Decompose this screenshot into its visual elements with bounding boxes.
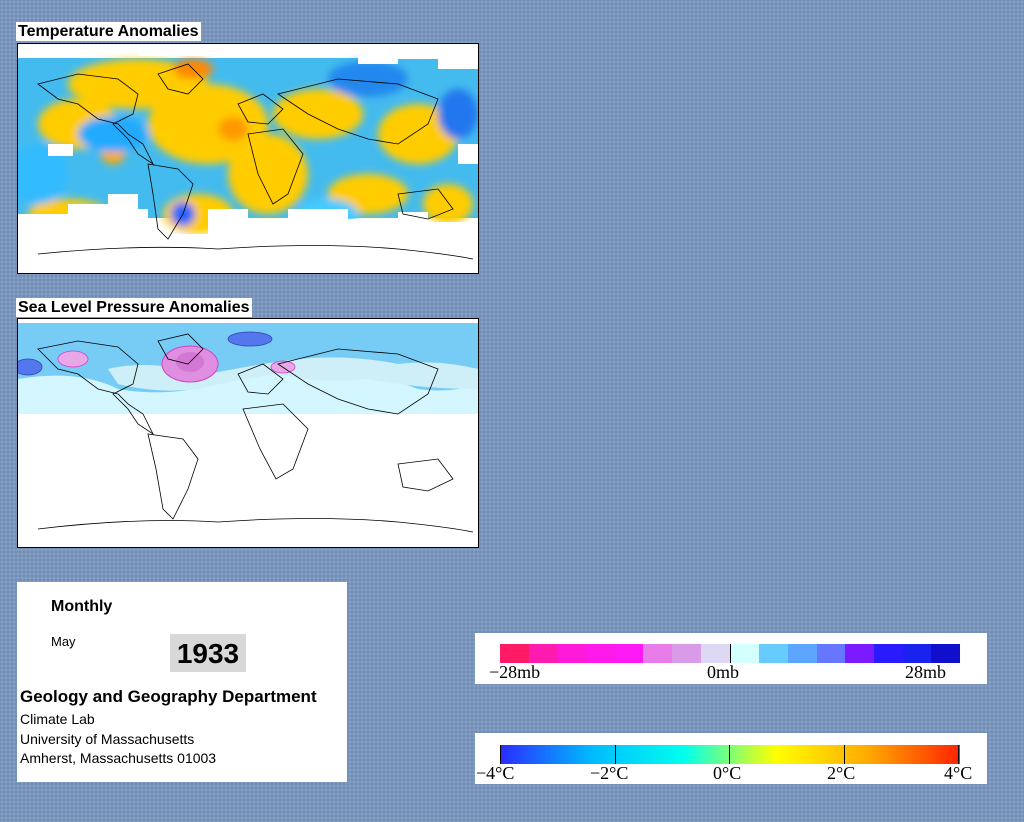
temperature-tick xyxy=(843,745,845,764)
temperature-color-bar xyxy=(500,745,960,764)
pressure-swatch xyxy=(759,644,788,663)
temperature-legend: −4°C −2°C 0°C 2°C 4°C xyxy=(475,733,987,784)
coastlines xyxy=(37,333,474,533)
anomaly-field xyxy=(18,59,478,234)
temperature-tick xyxy=(729,745,730,764)
address-label: Amherst, Massachusetts 01003 xyxy=(20,750,217,766)
temperature-tick xyxy=(614,745,616,764)
pressure-swatch xyxy=(931,644,960,663)
lab-label: Climate Lab xyxy=(20,711,95,727)
temperature-anomaly-map xyxy=(17,43,479,274)
pressure-max-label: 28mb xyxy=(905,662,947,682)
pressure-swatch xyxy=(614,644,644,663)
pressure-map-svg xyxy=(18,323,478,533)
pressure-swatch xyxy=(643,644,673,663)
pressure-swatch xyxy=(816,644,846,663)
pressure-min-label: −28mb xyxy=(489,662,541,682)
pressure-color-bar xyxy=(500,644,960,663)
temperature-tick xyxy=(500,745,501,764)
year-label: 1933 xyxy=(170,634,246,672)
temp-label-minus2: −2°C xyxy=(590,763,629,783)
temp-label-minus4: −4°C xyxy=(476,763,515,783)
pressure-anomaly-map xyxy=(17,318,479,548)
temp-label-2: 2°C xyxy=(827,763,856,783)
pressure-title: Sea Level Pressure Anomalies xyxy=(16,298,252,317)
pressure-swatch xyxy=(586,644,615,663)
pressure-swatch xyxy=(528,644,558,663)
info-panel: Monthly May 1933 Geology and Geography D… xyxy=(17,582,347,782)
pressure-swatch xyxy=(672,644,701,663)
coastlines xyxy=(37,63,474,260)
month-label: May xyxy=(51,634,76,649)
temperature-title: Temperature Anomalies xyxy=(16,22,201,41)
pressure-zero-label: 0mb xyxy=(707,662,740,682)
temperature-map-svg xyxy=(18,44,478,273)
university-label: University of Massachusetts xyxy=(20,731,195,747)
pressure-legend: −28mb 0mb 28mb xyxy=(475,633,987,684)
temp-label-0: 0°C xyxy=(713,763,742,783)
pressure-swatch xyxy=(700,644,731,663)
pressure-swatch xyxy=(500,644,529,663)
department-label: Geology and Geography Department xyxy=(20,687,317,706)
frequency-label: Monthly xyxy=(51,598,113,615)
temp-label-4: 4°C xyxy=(944,763,973,783)
temperature-tick xyxy=(958,745,959,764)
pressure-swatch xyxy=(902,644,932,663)
pressure-swatch xyxy=(873,644,903,663)
pressure-swatch xyxy=(845,644,874,663)
pressure-swatch xyxy=(787,644,817,663)
pressure-swatch xyxy=(730,644,760,663)
pressure-swatch xyxy=(557,644,587,663)
